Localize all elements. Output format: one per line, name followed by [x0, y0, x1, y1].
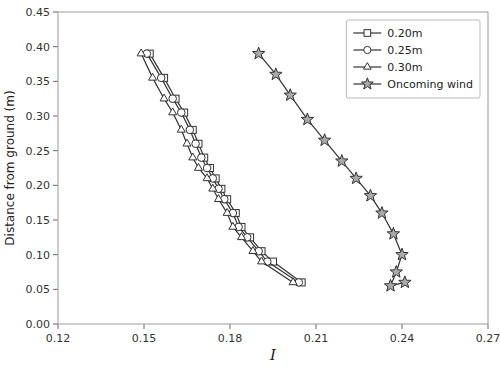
marker-triangle	[237, 233, 245, 240]
y-tick	[53, 254, 58, 255]
x-tick	[58, 324, 59, 329]
series-line	[141, 54, 293, 283]
x-tick	[144, 324, 145, 329]
series-line	[147, 54, 299, 283]
marker-triangle	[183, 139, 191, 146]
marker-star	[396, 248, 408, 260]
marker-star	[336, 155, 348, 167]
y-tick-label: 0.30	[26, 110, 51, 123]
x-tick-label: 0.21	[304, 332, 329, 345]
marker-triangle	[177, 125, 185, 132]
y-tick	[53, 185, 58, 186]
y-tick-label: 0.05	[26, 283, 51, 296]
marker-triangle	[215, 195, 223, 202]
y-tick-label: 0.20	[26, 179, 51, 192]
marker-star	[318, 134, 330, 146]
y-tick	[53, 220, 58, 221]
chart: 0.12 0.15 0.18 0.21 0.24 0.27 0.00 0.05 0.10 0.15…	[0, 0, 500, 368]
x-tick-label: 0.15	[132, 332, 157, 345]
legend-label: 0.25m	[387, 44, 422, 57]
marker-triangle	[249, 247, 257, 254]
marker-triangle	[229, 222, 237, 229]
marker-square	[364, 30, 371, 37]
x-tick-label: 0.12	[46, 332, 71, 345]
marker-star	[399, 276, 411, 288]
marker-circle	[203, 164, 211, 172]
marker-triangle	[194, 163, 202, 170]
y-tick	[53, 12, 58, 13]
marker-star	[364, 189, 376, 201]
marker-star	[384, 279, 396, 291]
marker-star	[252, 47, 264, 59]
x-tick-label: 0.27	[476, 332, 500, 345]
y-tick-label: 0.45	[26, 6, 51, 19]
marker-triangle	[149, 73, 157, 80]
axes: 0.12 0.15 0.18 0.21 0.24 0.27 0.00 0.05 0.10 0.15…	[26, 6, 500, 345]
marker-star	[301, 113, 313, 125]
legend: 0.20m 0.25m 0.30m Oncoming wind	[346, 20, 480, 98]
marker-star	[284, 89, 296, 101]
series	[137, 49, 297, 285]
marker-triangle	[137, 49, 145, 56]
y-tick	[53, 150, 58, 151]
marker-triangle	[223, 208, 231, 215]
y-tick-label: 0.25	[26, 145, 51, 158]
marker-triangle	[364, 63, 372, 70]
marker-triangle	[169, 108, 177, 115]
series	[146, 50, 305, 286]
y-tick	[53, 81, 58, 82]
y-tick	[53, 46, 58, 47]
y-tick	[53, 324, 58, 325]
legend-label: 0.20m	[387, 27, 422, 40]
y-tick	[53, 116, 58, 117]
marker-circle	[157, 74, 165, 82]
marker-triangle	[209, 184, 217, 191]
y-axis-label: Distance from ground (m)	[3, 90, 17, 245]
x-tick	[488, 324, 489, 329]
marker-circle	[364, 46, 371, 53]
marker-triangle	[189, 153, 197, 160]
x-tick	[230, 324, 231, 329]
marker-triangle	[289, 278, 297, 285]
series-line	[150, 54, 302, 283]
marker-star	[390, 266, 402, 278]
series	[143, 50, 303, 286]
marker-star	[350, 172, 362, 184]
marker-circle	[192, 140, 200, 148]
marker-star	[361, 78, 373, 89]
y-tick-label: 0.35	[26, 75, 51, 88]
y-tick-label: 0.15	[26, 214, 51, 227]
plot-frame	[58, 12, 488, 324]
marker-triangle	[258, 257, 266, 264]
legend-label: 0.30m	[387, 61, 422, 74]
marker-star	[387, 227, 399, 239]
marker-circle	[177, 109, 185, 117]
x-axis-label: I	[269, 346, 277, 364]
marker-circle	[169, 95, 177, 103]
marker-triangle	[160, 94, 168, 101]
y-tick-label: 0.40	[26, 41, 51, 54]
x-tick-label: 0.24	[390, 332, 415, 345]
x-tick	[402, 324, 403, 329]
marker-circle	[198, 154, 206, 162]
x-tick-label: 0.18	[218, 332, 243, 345]
y-tick	[53, 289, 58, 290]
marker-star	[270, 68, 282, 80]
marker-circle	[186, 126, 194, 134]
marker-triangle	[203, 174, 211, 181]
legend-frame	[346, 20, 480, 98]
legend-label: Oncoming wind	[387, 78, 473, 91]
plot-area	[137, 47, 411, 291]
y-tick-label: 0.00	[26, 318, 51, 331]
marker-star	[376, 207, 388, 219]
y-tick-label: 0.10	[26, 249, 51, 262]
x-tick	[316, 324, 317, 329]
